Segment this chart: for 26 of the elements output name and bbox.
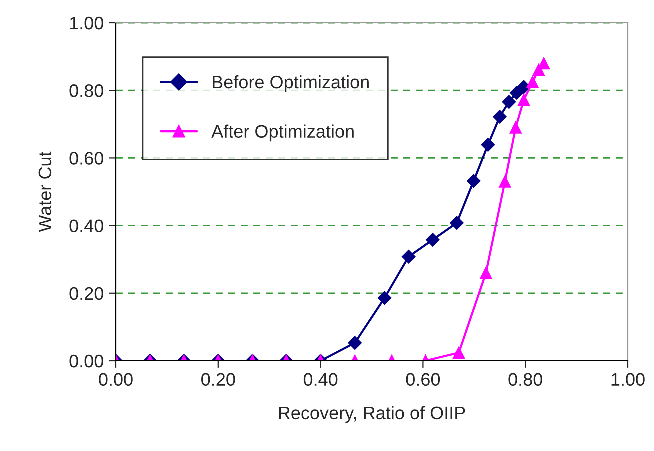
y-tick-label: 0.40 (70, 220, 104, 233)
point (510, 86, 524, 100)
x-tick-label: 1.00 (612, 373, 645, 386)
x-tick-label: 0.60 (406, 373, 440, 386)
legend-label: After Optimization (212, 124, 354, 142)
y-tick-label: 1.00 (70, 16, 104, 30)
point (481, 138, 496, 152)
y-axis-title: Water Cut (38, 152, 52, 232)
point (518, 94, 530, 106)
y-tick-label: 0.60 (70, 152, 104, 165)
point (493, 110, 507, 124)
point (510, 122, 522, 134)
point (499, 176, 512, 188)
x-axis-title: Recovery, Ratio of OIIP (279, 406, 466, 424)
x-tick-label: 0.00 (99, 373, 133, 386)
x-tick-label: 0.20 (202, 373, 236, 386)
point (526, 76, 539, 88)
point (450, 216, 464, 230)
x-tick-label: 0.40 (304, 373, 338, 386)
x-tick-label: 0.80 (508, 373, 542, 386)
y-tick-label: 0.00 (70, 354, 104, 368)
y-tick-label: 0.20 (70, 287, 104, 300)
y-tick-label: 0.80 (70, 84, 104, 98)
point (466, 174, 481, 188)
legend-label: Before Optimization (213, 75, 369, 92)
point (502, 95, 516, 109)
